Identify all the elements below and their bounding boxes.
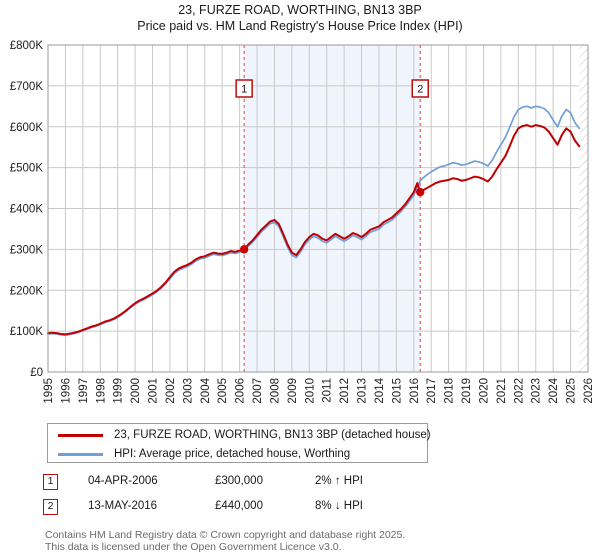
- svg-text:2019: 2019: [461, 378, 473, 404]
- svg-text:2001: 2001: [148, 378, 160, 404]
- svg-text:1995: 1995: [43, 378, 55, 404]
- table-row[interactable]: 1 04-APR-2006 £300,000 2% ↑ HPI: [43, 472, 483, 497]
- transaction-index-badge: 2: [43, 499, 58, 515]
- chart-title: 23, FURZE ROAD, WORTHING, BN13 3BP: [178, 3, 422, 17]
- svg-text:2000: 2000: [130, 378, 142, 404]
- svg-text:1: 1: [241, 84, 247, 96]
- svg-text:2016: 2016: [409, 378, 421, 404]
- svg-text:2022: 2022: [513, 378, 525, 404]
- transaction-index-badge: 1: [43, 474, 58, 490]
- legend-swatch-price-paid: [58, 433, 103, 437]
- svg-text:£700K: £700K: [10, 81, 44, 93]
- svg-text:2018: 2018: [444, 378, 456, 404]
- svg-text:£300K: £300K: [10, 244, 44, 256]
- legend-label-price-paid: 23, FURZE ROAD, WORTHING, BN13 3BP (deta…: [114, 429, 431, 441]
- svg-text:£100K: £100K: [10, 326, 44, 338]
- svg-text:2012: 2012: [339, 378, 351, 404]
- svg-text:1996: 1996: [60, 378, 72, 404]
- svg-text:2024: 2024: [548, 377, 560, 403]
- svg-text:2014: 2014: [374, 377, 386, 403]
- svg-text:2015: 2015: [391, 378, 403, 404]
- svg-text:2017: 2017: [426, 378, 438, 404]
- svg-text:£500K: £500K: [10, 163, 44, 175]
- svg-text:£600K: £600K: [10, 122, 44, 134]
- x-axis-tick-labels: 1995 1996 1997 1998 1999 2000 2001 2002 2003 2004…: [43, 377, 595, 403]
- svg-text:2005: 2005: [217, 378, 229, 404]
- transaction-date: 04-APR-2006: [88, 475, 158, 487]
- legend-swatch-hpi: [58, 452, 103, 456]
- svg-text:2004: 2004: [200, 377, 212, 403]
- data-series-lines: [47, 105, 581, 337]
- plot-frame: [47, 44, 589, 373]
- table-row[interactable]: 2 13-MAY-2016 £440,000 8% ↓ HPI: [43, 497, 483, 522]
- svg-text:2011: 2011: [322, 378, 334, 403]
- legend-label-hpi: HPI: Average price, detached house, Wort…: [114, 448, 351, 460]
- svg-text:2007: 2007: [252, 378, 264, 404]
- sale-point-markers: [239, 187, 425, 254]
- svg-text:2026: 2026: [583, 378, 595, 404]
- footer-licence: This data is licensed under the Open Gov…: [45, 541, 342, 553]
- svg-text:£400K: £400K: [10, 204, 44, 216]
- svg-text:2021: 2021: [496, 378, 508, 404]
- chart-subtitle: Price paid vs. HM Land Registry's House …: [137, 19, 463, 33]
- svg-text:1997: 1997: [78, 378, 90, 404]
- future-hatched-zone: [579, 45, 588, 372]
- svg-text:2013: 2013: [357, 378, 369, 404]
- transaction-hpi-delta: 8% ↓ HPI: [315, 500, 363, 512]
- svg-text:1998: 1998: [95, 378, 107, 404]
- legend-item-hpi: HPI: Average price, detached house, Wort…: [48, 444, 350, 464]
- svg-text:1999: 1999: [113, 378, 125, 404]
- svg-text:2025: 2025: [566, 378, 578, 404]
- page-title: 23, FURZE ROAD, WORTHING, BN13 3BP Price…: [0, 2, 600, 34]
- chart-legend: 23, FURZE ROAD, WORTHING, BN13 3BP (deta…: [47, 423, 431, 464]
- svg-text:2006: 2006: [235, 378, 247, 404]
- attribution-footer: Contains HM Land Registry data © Crown c…: [45, 529, 585, 553]
- transaction-price: £440,000: [215, 500, 263, 512]
- svg-text:2023: 2023: [531, 378, 543, 404]
- svg-text:2008: 2008: [269, 378, 281, 404]
- svg-text:2003: 2003: [182, 378, 194, 404]
- transaction-price: £300,000: [215, 475, 263, 487]
- y-axis-tick-labels: £0 £100K £200K £300K £400K £500K £600K £700K £80…: [10, 40, 44, 379]
- svg-text:£200K: £200K: [10, 285, 44, 297]
- sale-marker-lines: [243, 45, 421, 372]
- svg-text:2002: 2002: [165, 378, 177, 404]
- svg-text:2020: 2020: [478, 378, 490, 404]
- svg-text:2010: 2010: [304, 378, 316, 404]
- legend-item-price-paid: 23, FURZE ROAD, WORTHING, BN13 3BP (deta…: [48, 425, 431, 445]
- transactions-table: 1 04-APR-2006 £300,000 2% ↑ HPI 2 13-MAY…: [43, 472, 483, 522]
- svg-text:£800K: £800K: [10, 40, 44, 52]
- svg-text:2009: 2009: [287, 378, 299, 404]
- svg-text:£0: £0: [30, 367, 43, 379]
- transaction-hpi-delta: 2% ↑ HPI: [315, 475, 363, 487]
- transaction-date: 13-MAY-2016: [88, 500, 158, 512]
- footer-copyright: Contains HM Land Registry data © Crown c…: [45, 529, 406, 541]
- svg-text:2: 2: [417, 84, 423, 96]
